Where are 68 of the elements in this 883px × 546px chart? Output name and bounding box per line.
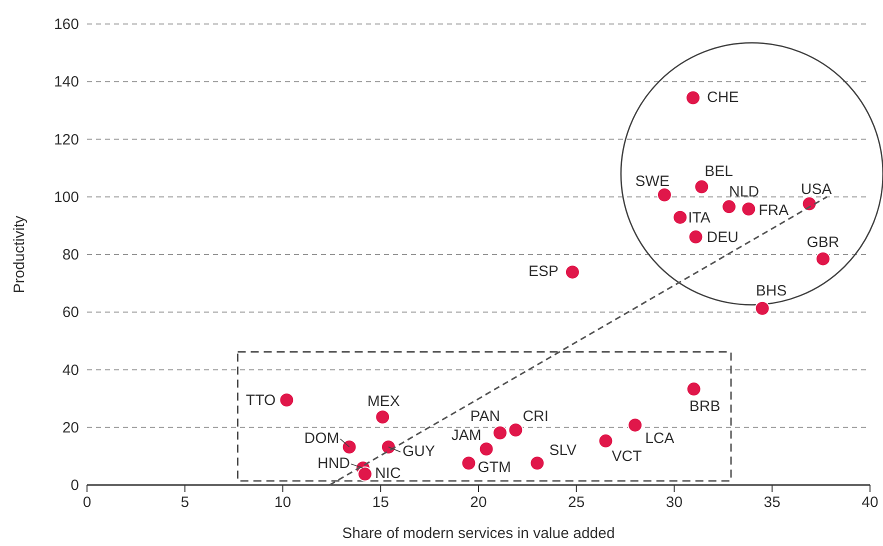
annotation: LCA	[645, 430, 674, 448]
annotation: SWE	[635, 172, 670, 190]
y-tick-label: 160	[54, 16, 79, 33]
annotation: ESP	[528, 263, 558, 280]
x-tick-label: 0	[82, 494, 92, 511]
annotation: PAN	[470, 408, 500, 425]
annotation: DEU	[706, 228, 738, 246]
point	[530, 456, 545, 471]
y-tick-label: 60	[62, 304, 79, 322]
point	[686, 382, 702, 397]
point	[357, 466, 372, 482]
point	[564, 264, 580, 280]
point	[686, 90, 701, 106]
x-tick-label: 5	[180, 494, 190, 511]
annotation: NLD	[729, 184, 760, 201]
point	[802, 196, 817, 212]
point	[508, 422, 524, 438]
annotation: HND	[318, 455, 350, 472]
point	[375, 410, 390, 425]
y-tick-label: 140	[54, 74, 79, 91]
x-tick-label: 20	[470, 494, 487, 511]
point	[279, 392, 294, 408]
annotation: VCT	[612, 448, 642, 465]
annotation: MEX	[367, 393, 400, 410]
point	[688, 229, 704, 244]
point	[754, 300, 770, 316]
annotation: GTM	[478, 459, 512, 476]
x-axis-title: Share of modern services in value added	[342, 525, 615, 542]
x-tick-label: 40	[862, 494, 878, 511]
annotation: FRA	[758, 202, 789, 219]
annotation: JAM	[451, 426, 482, 444]
annotation: GUY	[402, 442, 435, 460]
point	[598, 433, 614, 448]
annotation: USA	[800, 180, 832, 198]
x-tick-label: 15	[372, 494, 389, 511]
annotation: DOM	[304, 430, 340, 447]
y-tick-label: 80	[62, 246, 79, 264]
annotation: BHS	[756, 282, 787, 300]
y-axis-title: Productivity	[11, 215, 28, 294]
point	[816, 251, 831, 266]
point	[461, 456, 476, 471]
point	[342, 439, 357, 454]
annotation: ITA	[688, 209, 710, 226]
y-tick-label: 100	[54, 188, 79, 206]
y-tick-label: 0	[70, 477, 79, 494]
annotation: NIC	[374, 465, 401, 482]
x-tick-label: 30	[666, 494, 683, 511]
point	[656, 187, 672, 202]
annotation: TTO	[246, 392, 276, 410]
annotation: CRI	[522, 408, 549, 425]
x-tick-label: 10	[274, 494, 292, 511]
y-tick-label: 40	[62, 362, 79, 379]
annotation: BEL	[704, 162, 734, 180]
y-tick-label: 20	[62, 419, 79, 436]
y-tick-label: 120	[54, 131, 79, 148]
annotation: CHE	[707, 88, 739, 106]
annotation: SLV	[549, 442, 576, 460]
point	[478, 441, 494, 456]
x-tick-label: 25	[568, 494, 585, 511]
point	[694, 179, 710, 194]
annotation: BRB	[689, 398, 720, 416]
point	[672, 210, 688, 225]
x-tick-label: 35	[764, 494, 780, 511]
annotation: GBR	[806, 234, 840, 251]
point	[741, 201, 756, 216]
point	[722, 199, 737, 214]
point	[628, 418, 643, 433]
point	[492, 425, 508, 440]
